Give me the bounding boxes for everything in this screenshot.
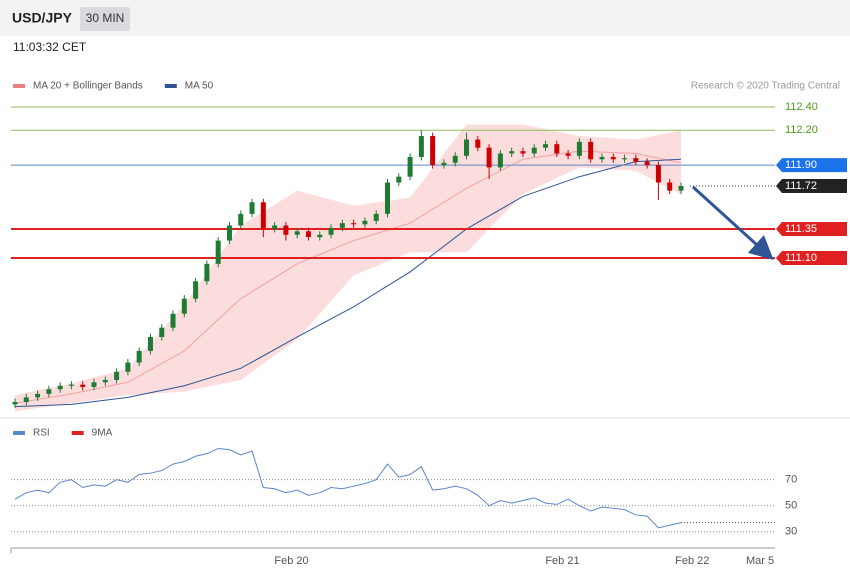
candle-body [497,153,503,168]
candle-body [339,223,345,228]
level-label: 111.72 [785,180,817,192]
legend-label: 9MA [92,428,113,439]
level-label: 111.90 [785,159,817,171]
symbol: USD/JPY [12,10,73,26]
x-tick-label: Feb 22 [675,555,709,567]
candle-body [91,382,97,387]
candle-body [441,162,447,166]
legend-swatch [13,431,25,435]
candle-body [633,158,639,162]
candle-body [655,165,661,183]
x-tick-label: Feb 21 [545,555,579,567]
candle-body [159,327,165,337]
legend-swatch [164,84,177,88]
forecast-arrow [691,185,774,261]
moving-average [14,158,682,408]
candle-body [362,220,368,225]
candle-body [554,144,560,154]
candle-body [565,153,571,156]
candle-body [464,139,470,156]
candle-body [588,141,594,160]
candle-body [622,158,628,160]
header-bar [0,0,850,36]
bollinger-band [15,124,681,412]
candle-body [136,350,142,363]
y-tick-label: 50 [785,500,797,512]
candle-body [396,176,402,183]
level-label: 111.35 [785,223,817,235]
candle-body [57,385,63,390]
candle-body [305,231,311,238]
candle-body [351,223,357,225]
candle-body [667,182,673,191]
candle-body [125,362,131,372]
candle-body [317,234,323,238]
candle-body [328,227,334,235]
candle-body [486,147,492,168]
candle-body [35,393,41,398]
candle-body [46,389,52,394]
candle-body [385,182,390,214]
x-tick-label: Mar 5 [746,555,774,567]
y-tick-label: 30 [785,526,797,538]
price-panel: MA 20 + Bollinger Bands MA 50 112.40 112.20… [11,81,847,412]
level-label: 112.20 [785,124,818,136]
level-label: 112.40 [785,101,818,113]
candle-body [215,240,221,264]
candle-body [260,202,266,229]
candle-body [249,202,255,214]
candle-body [509,151,515,154]
candle-body [102,379,108,383]
legend-label: MA 50 [185,81,214,92]
interval-button[interactable] [80,7,130,31]
legend-swatch [13,84,25,88]
candle-body [599,156,605,160]
level-label: 111.10 [785,252,817,264]
candle-body [407,156,413,177]
candle-body [181,298,187,314]
legend-label: RSI [33,428,50,439]
level-tag [776,251,847,266]
candle-body [644,161,650,166]
level-tag [776,179,847,194]
rsi-line [14,447,682,529]
candle-body [283,225,289,235]
candle-body [452,155,458,163]
candle-body [520,151,526,154]
level-tag [776,221,847,236]
x-tick-label: Feb 20 [274,555,308,567]
candle-body [170,313,176,328]
candle-body [610,156,616,160]
rsi-panel: RSI 9MA 70 50 30 Feb 20 Feb 21 Feb 22 Mar 5 [11,428,797,567]
candle-body [272,225,278,229]
interval[interactable]: 30 MIN [86,11,125,25]
legend-label: MA 20 + Bollinger Bands [33,81,143,92]
candle-body [147,336,153,351]
candle-body [204,263,210,282]
candle-body [226,225,232,241]
candle-body [68,384,74,386]
candle-body [12,402,18,405]
time: 11:03:32 CET [13,40,87,54]
legend-swatch [71,431,84,435]
candle-body [531,147,537,154]
candle-body [418,136,424,157]
candle-body [475,139,481,148]
candle-body [294,231,300,235]
candle-body [543,144,549,148]
y-tick-label: 70 [785,474,797,486]
candle-body [114,371,120,380]
level-tag [776,158,847,173]
candle-body [678,186,684,191]
candle-body [23,397,29,403]
credit: Research © 2020 Trading Central [691,81,840,92]
candle-body [80,384,86,387]
candle-body [193,281,199,299]
candle-body [576,141,582,156]
candle-body [238,213,244,226]
candle-body [373,213,379,221]
candle-body [430,136,436,166]
